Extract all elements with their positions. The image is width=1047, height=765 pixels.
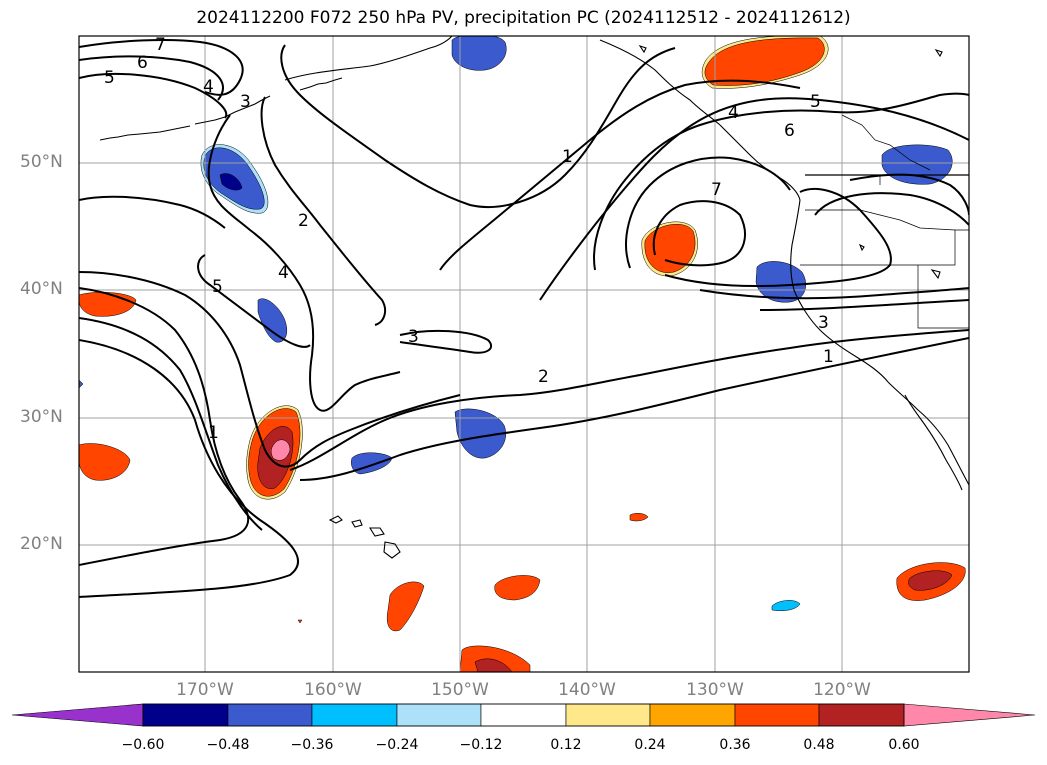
contour-label: 5 (212, 277, 223, 297)
colorbar-segment (818, 703, 905, 727)
contour-label: 4 (203, 77, 214, 97)
precip-blob-pos-pacific-sw (386, 581, 425, 632)
contour-label: 6 (784, 121, 795, 141)
pv-contours (79, 38, 969, 598)
lat-label-20n: 20°N (20, 534, 63, 554)
colorbar-tick-label: −0.24 (375, 737, 419, 753)
contour-label: 3 (408, 327, 419, 347)
contour-label: 2 (298, 211, 309, 231)
precip-positive-blobs (79, 36, 966, 672)
contour-label: 5 (104, 68, 115, 88)
contour-label: 3 (818, 313, 829, 333)
contour-label: 4 (278, 263, 289, 283)
map-frame (78, 35, 970, 673)
contour-label: 7 (711, 180, 722, 200)
precip-blob-neg-gulf-alaska (451, 36, 507, 71)
colorbar-segment (396, 703, 482, 727)
colorbar-tick-label: 0.24 (634, 737, 666, 753)
colorbar-segment (227, 703, 313, 727)
contour-label: 1 (562, 147, 573, 167)
lon-label-130w: 130°W (686, 680, 744, 700)
contour-label: 2 (538, 367, 549, 387)
lon-label-170w: 170°W (176, 680, 234, 700)
precip-blob-pos-central-south (494, 575, 541, 601)
map-title: 2024112200 F072 250 hPa PV, precipitatio… (196, 8, 851, 28)
colorbar-tick-label: −0.36 (290, 737, 334, 753)
contour-label: 1 (208, 423, 219, 443)
colorbar (11, 703, 1036, 727)
precip-blob-neg-small-40n (257, 298, 287, 343)
contour-label: 3 (240, 92, 251, 112)
contour-label: 1 (823, 347, 834, 367)
colorbar-extend-min (11, 703, 144, 727)
precip-blob-neg-subtropic (454, 408, 506, 459)
colorbar-segment (142, 703, 229, 727)
lon-label-160w: 160°W (304, 680, 362, 700)
precip-blob-pos-west-26n (79, 443, 131, 481)
coastlines (99, 36, 969, 559)
colorbar-extend-max (903, 703, 1036, 727)
colorbar-tick-label: 0.48 (803, 737, 835, 753)
contour-label: 6 (137, 53, 148, 73)
colorbar-tick-label: −0.60 (121, 737, 165, 753)
lat-label-30n: 30°N (20, 407, 63, 427)
lat-label-50n: 50°N (20, 152, 63, 172)
colorbar-segment (480, 703, 567, 727)
colorbar-tick-label: −0.48 (206, 737, 250, 753)
colorbar-tick-label: 0.12 (550, 737, 582, 753)
colorbar-segment (649, 703, 736, 727)
map-area: 7 6 5 4 3 2 4 5 1 3 2 1 5 4 6 7 3 1 (79, 35, 969, 672)
contour-labels: 7 6 5 4 3 2 4 5 1 3 2 1 5 4 6 7 3 1 (104, 35, 834, 443)
lat-label-40n: 40°N (20, 279, 63, 299)
lon-label-120w: 120°W (813, 680, 871, 700)
colorbar-segment (311, 703, 398, 727)
colorbar-segment (565, 703, 651, 727)
colorbar-segment (734, 703, 820, 727)
lon-label-140w: 140°W (558, 680, 616, 700)
contour-label: 7 (155, 35, 166, 55)
colorbar-tick-label: −0.12 (459, 737, 503, 753)
precip-blob-neg-oregon (755, 261, 806, 303)
contour-label: 5 (810, 92, 821, 112)
contour-label: 4 (728, 103, 739, 123)
colorbar-tick-label: 0.60 (888, 737, 920, 753)
colorbar-tick-label: 0.36 (719, 737, 751, 753)
lon-label-150w: 150°W (431, 680, 489, 700)
